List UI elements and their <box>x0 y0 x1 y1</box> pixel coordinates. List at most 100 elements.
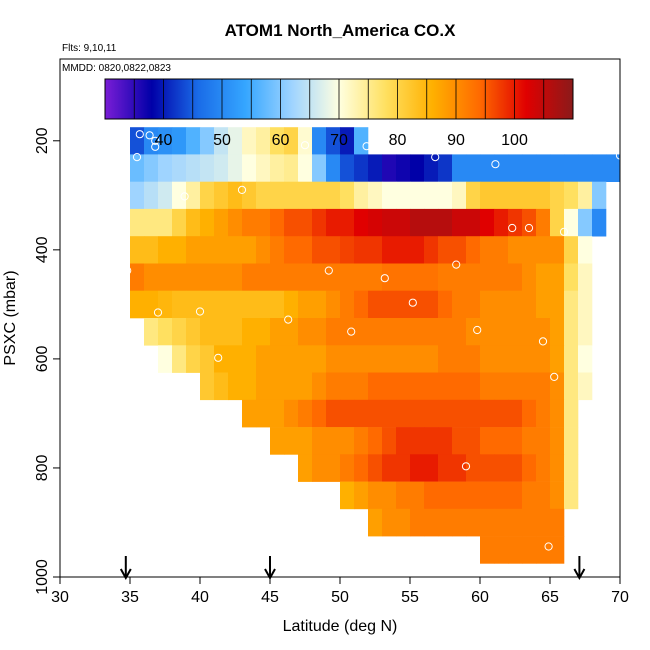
heatmap-cell <box>410 181 425 210</box>
heatmap-cell <box>214 290 229 319</box>
heatmap-cell <box>242 263 257 292</box>
heatmap-cell <box>508 236 523 264</box>
heatmap-cell <box>410 345 425 373</box>
heatmap-cell <box>368 236 383 264</box>
heatmap-cell <box>536 399 551 428</box>
heatmap-cell <box>480 236 495 264</box>
x-tick-label: 35 <box>121 589 139 606</box>
heatmap-cell <box>480 263 495 292</box>
heatmap-cell <box>172 345 187 373</box>
observation-point <box>180 192 189 201</box>
heatmap-cell <box>438 181 453 210</box>
heatmap-cell <box>340 399 355 428</box>
heatmap-cell <box>326 454 341 482</box>
heatmap-cell <box>410 290 425 319</box>
heatmap-cell <box>466 345 481 373</box>
heatmap-cell <box>256 127 271 155</box>
heatmap-cell <box>312 372 327 401</box>
heatmap-cell <box>536 236 551 264</box>
observation-point <box>473 325 482 335</box>
heatmap-cell <box>508 181 523 210</box>
heatmap-cell <box>396 508 411 537</box>
heatmap-cell <box>270 127 285 155</box>
heatmap-cell <box>424 263 439 292</box>
heatmap-cell <box>438 236 453 264</box>
heatmap-cell <box>536 372 551 401</box>
heatmap-cell <box>298 454 313 482</box>
heatmap-cell <box>536 454 551 482</box>
heatmap-cell <box>424 399 439 428</box>
heatmap-cell <box>298 290 313 319</box>
x-axis-label: Latitude (deg N) <box>283 618 398 635</box>
heatmap-cell <box>172 181 187 210</box>
heatmap-cell <box>228 263 243 292</box>
heatmap-cell <box>508 208 523 237</box>
heatmap-cell <box>312 154 327 182</box>
x-axis: 30 35 40 45 50 55 60 65 70 <box>51 577 629 606</box>
heatmap-cell <box>298 263 313 292</box>
heatmap-cell <box>270 399 285 428</box>
x-tick-label: 70 <box>611 589 629 606</box>
heatmap-cell <box>494 290 509 319</box>
heatmap-cell <box>438 481 453 510</box>
heatmap-cell <box>410 154 425 182</box>
observation-point <box>362 142 371 151</box>
heatmap-cell <box>368 181 383 210</box>
observation-point <box>524 223 534 233</box>
heatmap-cell <box>396 318 411 346</box>
heatmap-cell <box>214 181 229 210</box>
heatmap-cell <box>284 263 299 292</box>
heatmap-cell <box>256 318 271 346</box>
heatmap-cell <box>200 263 215 292</box>
heatmap-cell <box>438 454 453 482</box>
heatmap-cell <box>270 372 285 401</box>
heatmap-cell <box>438 345 453 373</box>
heatmap-cell <box>368 454 383 482</box>
heatmap-cell <box>508 290 523 319</box>
heatmap-cell <box>312 208 327 237</box>
heatmap-cell <box>522 481 537 510</box>
heatmap-cell <box>396 399 411 428</box>
heatmap-cell <box>382 236 397 264</box>
dates-note: MMDD: 0820,0822,0823 <box>62 63 171 74</box>
heatmap-cell <box>270 427 285 455</box>
heatmap-cell <box>424 508 439 537</box>
heatmap-cell <box>158 181 173 210</box>
heatmap-cell <box>480 481 495 510</box>
heatmap-cell <box>186 263 201 292</box>
heatmap-cell <box>494 536 509 564</box>
heatmap-cell <box>312 454 327 482</box>
heatmap-cell <box>550 236 565 264</box>
heatmap-cell <box>214 127 229 155</box>
heatmap-cell <box>200 345 215 373</box>
heatmap-cell <box>284 318 299 346</box>
colorbar: 40 50 60 70 80 90 100 <box>104 78 574 149</box>
heatmap-cell <box>564 345 579 373</box>
heatmap-cell <box>410 372 425 401</box>
heatmap-cell <box>550 372 565 401</box>
heatmap-cell <box>242 127 257 155</box>
heatmap-cell <box>312 318 327 346</box>
heatmap-cell <box>578 372 593 401</box>
heatmap-cell <box>368 154 383 182</box>
heatmap-cell <box>172 263 187 292</box>
flights-note: Flts: 9,10,11 <box>62 43 117 54</box>
heatmap-cell <box>564 154 579 182</box>
heatmap-cell <box>186 154 201 182</box>
observation-point <box>491 160 500 169</box>
heatmap-cell <box>298 399 313 428</box>
heatmap-cell <box>312 345 327 373</box>
heatmap-cell <box>564 318 579 346</box>
heatmap-cell <box>396 372 411 401</box>
observation-point <box>153 308 163 317</box>
heatmap-cell <box>410 318 425 346</box>
heatmap-cell <box>270 345 285 373</box>
heatmap-cell <box>382 345 397 373</box>
heatmap-cell <box>550 318 565 346</box>
heatmap-cell <box>550 508 565 537</box>
heatmap-cell <box>466 372 481 401</box>
heatmap-cell <box>172 154 187 182</box>
heatmap-cell <box>368 290 383 319</box>
heatmap-cell <box>480 427 495 455</box>
heatmap-cell <box>200 154 215 182</box>
